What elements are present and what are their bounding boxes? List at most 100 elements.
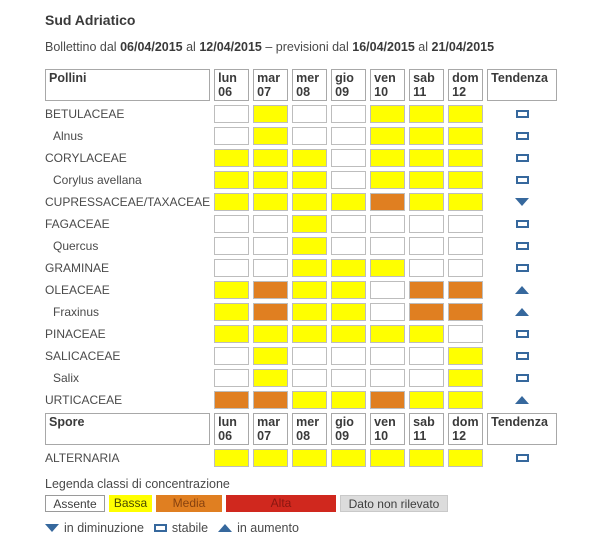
concentration-cell-bassa [448,105,484,123]
concentration-cell-media [253,303,289,321]
concentration-cell-assente [292,369,328,387]
concentration-cell-assente [292,105,328,123]
pollen-table-body: Pollini lun 06 mar 07 mer 08 gio 09 ven 10 sab 11 dom… [45,69,558,467]
trend-stable-icon [515,454,529,462]
concentration-cell-bassa [370,449,406,467]
section-header: Pollini [45,69,211,101]
concentration-cell-bassa [409,149,445,167]
concentration-cell-bassa [292,193,328,211]
trend-cell [487,215,557,233]
trend-stable-icon [153,524,167,532]
concentration-cell-assente [214,259,250,277]
day-name: dom [452,71,479,85]
taxon-row: URTICACEAE [45,391,557,409]
trend-legend-label: in diminuzione [64,521,144,535]
concentration-cell-media [448,303,484,321]
taxon-label: Alnus [53,129,84,143]
concentration-cell-bassa [214,281,250,299]
concentration-cell-assente [409,347,445,365]
day-date: 12 [452,85,467,99]
concentration-cell-bassa [253,325,289,343]
concentration-cell-bassa [214,193,250,211]
concentration-cell-bassa [253,127,289,145]
trend-stable-icon [515,242,529,250]
concentration-cell-bassa [370,171,406,189]
taxon-label: SALICACEAE [45,349,121,363]
trend-cell [487,105,557,123]
trend-cell [487,303,557,321]
day-date: 11 [413,85,427,99]
trend-cell [487,369,557,387]
day-date: 06 [218,429,233,443]
trend-up-icon [515,396,530,404]
trend-stable-icon [515,330,529,338]
taxon-row: BETULACEAE [45,105,557,123]
trend-cell [487,193,557,211]
day-name: gio [335,415,354,429]
day-name: lun [218,415,237,429]
taxon-row: PINACEAE [45,325,557,343]
concentration-cell-bassa [448,347,484,365]
concentration-cell-media [448,281,484,299]
subtitle-prefix: Bollettino dal [45,40,117,54]
trend-legend-label: stabile [171,521,209,535]
concentration-cell-bassa [409,449,445,467]
page-title: Sud Adriatico [45,12,136,28]
concentration-cell-bassa [253,105,289,123]
day-date: 10 [374,429,389,443]
legend-class-media: Media [156,495,222,512]
concentration-cell-bassa [448,391,484,409]
taxon-row: GRAMINAE [45,259,557,277]
concentration-cell-assente [331,215,367,233]
trend-stable-icon [515,176,529,184]
concentration-cell-assente [448,259,484,277]
concentration-cell-media [370,193,406,211]
trend-cell [487,325,557,343]
trend-legend-item: in aumento [218,521,299,535]
trend-legend-label: in aumento [237,521,299,535]
concentration-cell-assente [409,369,445,387]
concentration-cell-bassa [370,127,406,145]
concentration-cell-assente [370,303,406,321]
taxon-label: Quercus [53,239,99,253]
day-header: sab 11 [409,69,445,101]
bulletin-date-to: 12/04/2015 [199,40,262,54]
concentration-cell-bassa [253,347,289,365]
concentration-cell-bassa [331,303,367,321]
taxon-label: FAGACEAE [45,217,110,231]
day-header: mer 08 [292,413,328,445]
concentration-cell-bassa [448,149,484,167]
legend-class-alta: Alta [226,495,336,512]
day-date: 09 [335,85,350,99]
concentration-cell-assente [253,215,289,233]
day-header: sab 11 [409,413,445,445]
legend-class-non_rilevato: Dato non rilevato [340,495,448,512]
legend-class-assente: Assente [45,495,105,512]
taxon-label: CORYLACEAE [45,151,127,165]
concentration-cell-assente [214,237,250,255]
concentration-cell-bassa [292,449,328,467]
trend-cell [487,449,557,467]
taxon-label: GRAMINAE [45,261,110,275]
bulletin-page: Sud Adriatico Bollettino dal 06/04/2015 … [45,12,558,535]
concentration-cell-bassa [214,303,250,321]
bulletin-date-from: 06/04/2015 [120,40,183,54]
day-header: mar 07 [253,413,289,445]
day-header: mer 08 [292,69,328,101]
day-name: sab [413,71,435,85]
subtitle-middle: – previsioni dal [265,40,349,54]
day-name: mer [296,415,320,429]
concentration-cell-bassa [409,391,445,409]
concentration-cell-bassa [331,281,367,299]
concentration-cell-media [253,281,289,299]
day-header: lun 06 [214,413,250,445]
concentration-cell-bassa [292,171,328,189]
taxon-label: BETULACEAE [45,107,125,121]
concentration-cell-bassa [214,449,250,467]
day-name: lun [218,71,237,85]
taxon-label: OLEACEAE [45,283,110,297]
day-date: 10 [374,85,389,99]
concentration-cell-assente [214,369,250,387]
concentration-cell-assente [409,259,445,277]
forecast-date-from: 16/04/2015 [352,40,415,54]
